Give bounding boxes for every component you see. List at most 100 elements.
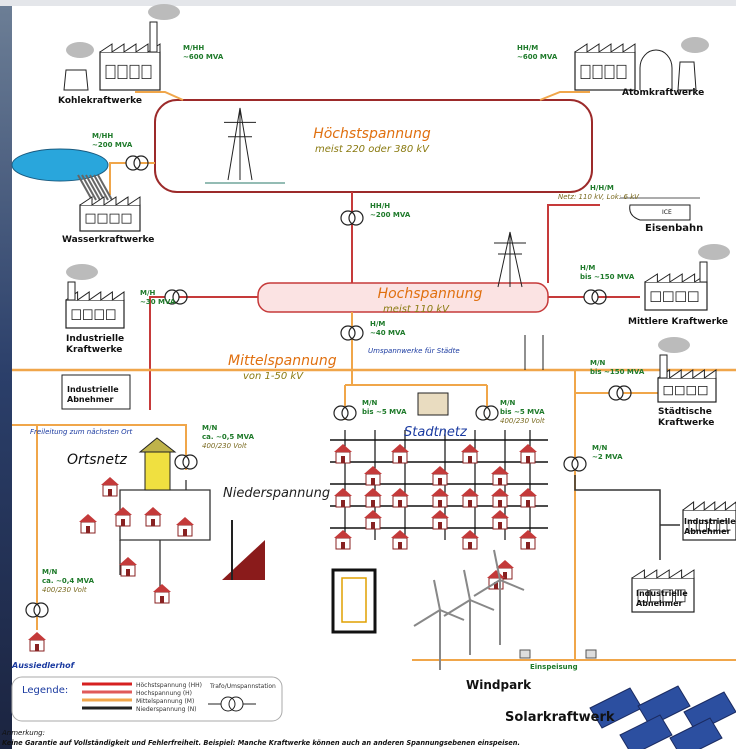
door [151,519,155,526]
site-label: Industrielle [66,334,124,344]
house-roof [153,584,171,592]
house-roof [334,530,352,538]
door [86,526,90,533]
house [461,488,479,507]
house-roof [519,444,537,452]
trafo-coil [564,457,578,471]
smoke [66,42,94,58]
window [110,214,119,223]
trafo-coil [341,211,355,225]
house [519,488,537,507]
site-label: Industrielle [636,589,688,598]
trafo-label: M/N [592,444,608,452]
window [581,65,590,78]
sawtooth [632,570,694,578]
house-roof [491,488,509,496]
blade [444,600,470,616]
trafo-coil [476,406,490,420]
house [364,510,382,529]
sawtooth [645,274,707,282]
house-roof [491,510,509,518]
chimney [700,262,707,282]
site-label: Abnehmer [636,599,682,608]
house [176,517,194,536]
level-name: Niederspannung [223,486,330,501]
wind-turbine [474,550,524,645]
trafo-label: 400/230 Volt [42,586,87,594]
house [431,488,449,507]
site-label: Industrielle [684,517,736,526]
cooling-tower [678,62,696,90]
blade [464,570,470,600]
door [341,542,345,549]
trafo-label: ~200 MVA [92,141,133,149]
house-roof [519,530,537,538]
house [101,477,119,496]
house [461,444,479,463]
door [371,500,375,507]
house [519,530,537,549]
site-label: Aussiedlerhof [11,661,76,670]
footnote-title: Anmerkung: [1,729,45,737]
house-roof [28,632,46,640]
house [28,632,46,651]
trafo-label: ~600 MVA [183,53,224,61]
site-label: Abnehmer [67,395,113,404]
door [398,542,402,549]
house-roof [364,466,382,474]
house-roof [461,444,479,452]
trafo-coil [334,406,348,420]
site-label: Stadtnetz [404,425,468,440]
house [491,488,509,507]
door [108,489,112,496]
trafo-label: Netz: 110 kV, Lok: 6 kV [558,193,640,201]
house [364,488,382,507]
house-roof [391,444,409,452]
trafo-coil [126,156,140,170]
window [664,292,674,302]
trafo-coil [609,386,623,400]
smoke [681,37,709,53]
photo-edge [0,0,12,749]
solar-panel [638,686,690,726]
wind-turbine [414,580,464,670]
trafo-label: M/N [202,424,218,432]
house [364,466,382,485]
legend-item: Niederspannung (N) [136,706,197,713]
site-label: Solarkraftwerk [505,710,615,725]
house-roof [431,488,449,496]
door [160,596,164,603]
note: Umspannwerke für Städte [368,347,460,355]
site-label: Windpark [466,678,532,692]
top-band [0,0,736,6]
site-label: Ortsnetz [67,452,128,468]
house [431,466,449,485]
mid-plant [645,274,707,310]
house [119,557,137,576]
level-name: Hochspannung [378,286,483,302]
note: Einspeisung [530,663,578,671]
trafo-label: ~30 MVA [140,298,176,306]
house [153,584,171,603]
door [438,478,442,485]
site-label: ICE [662,209,672,216]
blade [434,580,440,610]
door [498,478,502,485]
door [35,644,39,651]
house-roof [431,466,449,474]
blade [500,580,524,590]
door [126,569,130,576]
door [498,522,502,529]
trafo-label: ~200 MVA [370,211,411,219]
chimney [68,282,75,300]
site-label: Kraftwerke [66,345,122,355]
door [398,456,402,463]
window [593,65,602,78]
door [526,456,530,463]
door [341,456,345,463]
house [461,530,479,549]
window [605,65,614,78]
trafo-label: bis ~5 MVA [362,408,407,416]
window [651,292,661,302]
trafo-label: H/H/M [590,184,614,192]
